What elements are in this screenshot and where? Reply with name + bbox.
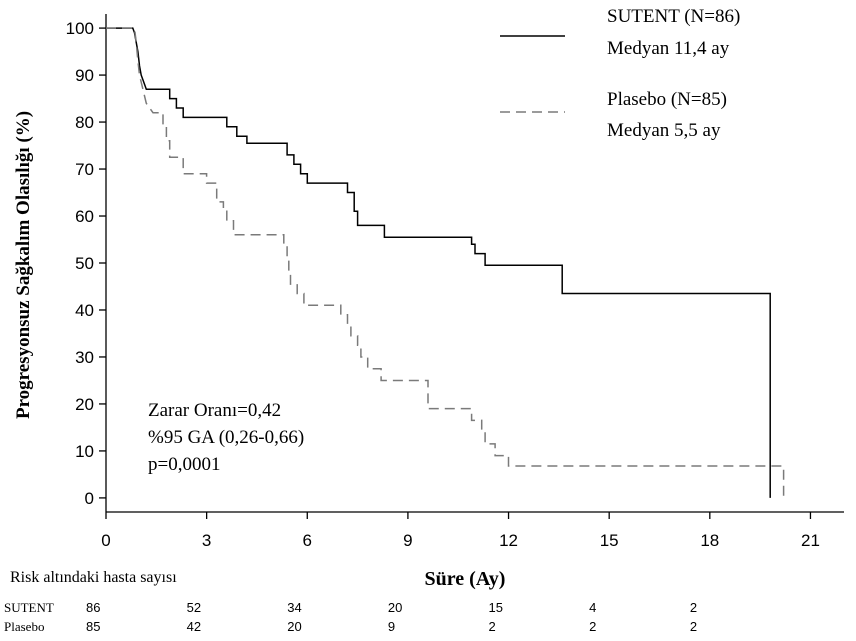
confidence-interval: %95 GA (0,26-0,66): [148, 427, 304, 448]
risk-value: 86: [86, 600, 100, 615]
risk-value: 20: [388, 600, 402, 615]
risk-value: 42: [187, 619, 201, 634]
x-tick-label: 21: [801, 531, 820, 550]
risk-value: 85: [86, 619, 100, 634]
risk-row-label-plasebo: Plasebo: [4, 619, 44, 634]
x-tick-label: 18: [700, 531, 719, 550]
y-tick-label: 0: [85, 489, 94, 508]
survival-curves: [106, 27, 785, 498]
hazard-ratio: Zarar Oranı=0,42: [148, 400, 281, 421]
risk-value: 4: [589, 600, 596, 615]
y-tick-label: 30: [75, 348, 94, 367]
risk-value: 9: [388, 619, 395, 634]
y-tick-label: 90: [75, 66, 94, 85]
legend-sutent-median: Medyan 11,4 ay: [607, 38, 730, 59]
series-line-plasebo: [106, 27, 785, 498]
risk-value: 34: [287, 600, 301, 615]
y-tick-label: 70: [75, 160, 94, 179]
risk-table: SUTENT Plasebo 86 52 34 20 15 4 285 42 20 9 2 2 2: [4, 600, 697, 634]
x-tick-label: 6: [303, 531, 312, 550]
risk-value: 2: [690, 600, 697, 615]
risk-value: 52: [187, 600, 201, 615]
x-tick-label: 9: [403, 531, 412, 550]
x-tick-label: 0: [101, 531, 110, 550]
x-axis-label: Süre (Ay): [425, 568, 506, 590]
y-tick-label: 80: [75, 113, 94, 132]
legend-plasebo-name: Plasebo (N=85): [607, 89, 727, 110]
x-tick-label: 3: [202, 531, 211, 550]
risk-value: 15: [489, 600, 503, 615]
x-tick-label: 15: [600, 531, 619, 550]
y-tick-label: 10: [75, 442, 94, 461]
y-tick-label: 50: [75, 254, 94, 273]
legend-plasebo-median: Medyan 5,5 ay: [607, 120, 721, 141]
risk-row-label-sutent: SUTENT: [4, 600, 54, 615]
risk-value: 20: [287, 619, 301, 634]
risk-table-title: Risk altındaki hasta sayısı: [10, 569, 177, 586]
x-tick-label: 12: [499, 531, 518, 550]
risk-value: 2: [690, 619, 697, 634]
stats-annotation: Zarar Oranı=0,42 %95 GA (0,26-0,66) p=0,…: [148, 400, 304, 475]
legend: SUTENT (N=86) Medyan 11,4 ay Plasebo (N=…: [500, 6, 740, 141]
risk-value: 2: [489, 619, 496, 634]
y-ticks: 0 10 20 30 40 50 60 70 80 90 100: [66, 19, 106, 508]
x-ticks: 0 3 6 9 12 15 18 21: [101, 512, 820, 550]
p-value: p=0,0001: [148, 454, 220, 475]
series-line-sutent: [106, 27, 771, 498]
risk-value: 2: [589, 619, 596, 634]
y-tick-label: 40: [75, 301, 94, 320]
y-tick-label: 20: [75, 395, 94, 414]
legend-sutent-name: SUTENT (N=86): [607, 6, 740, 27]
y-tick-label: 100: [66, 19, 94, 38]
risk-values: 86 52 34 20 15 4 285 42 20 9 2 2 2: [86, 600, 697, 634]
y-tick-label: 60: [75, 207, 94, 226]
y-axis-label: Progresyonsuz Sağkalım Olasılığı (%): [13, 111, 34, 419]
